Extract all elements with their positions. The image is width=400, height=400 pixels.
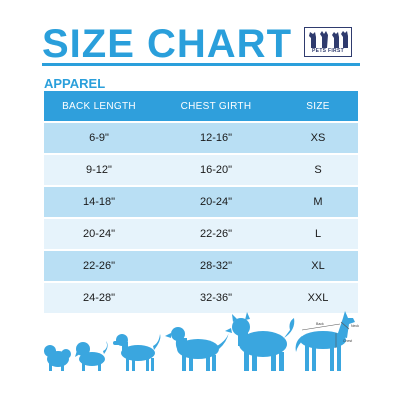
measurement-guides [301, 321, 350, 348]
table-row: 24-28" 32-36" XXL [44, 281, 358, 313]
tiny-dog-icon [44, 345, 71, 371]
chest-girth-cell: 20-24" [154, 185, 278, 218]
brand-name: PETS FIRST [312, 48, 344, 54]
dog-silhouettes-icon [309, 31, 348, 48]
size-cell: S [278, 153, 358, 186]
size-cell: XXL [278, 281, 358, 313]
back-length-cell: 22-26" [44, 249, 154, 282]
column-header-size: SIZE [278, 91, 358, 122]
medium-dog-icon [113, 334, 161, 371]
back-length-cell: 14-18" [44, 185, 154, 218]
column-header-back-length: BACK LENGTH [44, 91, 154, 122]
section-label: APPAREL [44, 76, 106, 91]
table-row: 20-24" 22-26" L [44, 217, 358, 250]
neck-measure-label: Neck [351, 324, 359, 328]
size-cell: XS [278, 121, 358, 154]
xxl-dog-icon [295, 311, 355, 371]
chest-measure-label: Chest [343, 339, 352, 343]
size-cell: XL [278, 249, 358, 282]
xl-dog-icon [225, 312, 295, 371]
back-length-cell: 20-24" [44, 217, 154, 250]
neck-measure-line [340, 321, 350, 330]
title-underline [42, 63, 360, 66]
page-title: SIZE CHART [42, 22, 292, 66]
table-row: 6-9" 12-16" XS [44, 121, 358, 154]
table-row: 22-26" 28-32" XL [44, 249, 358, 282]
table-row: 14-18" 20-24" M [44, 185, 358, 218]
size-cell: L [278, 217, 358, 250]
brand-logo: PETS FIRST [304, 27, 352, 57]
back-length-cell: 9-12" [44, 153, 154, 186]
size-cell: M [278, 185, 358, 218]
chest-girth-cell: 16-20" [154, 153, 278, 186]
small-dog-icon [75, 341, 108, 371]
dog-sizes-illustration: Back Neck Chest [44, 311, 359, 371]
chest-girth-cell: 12-16" [154, 121, 278, 154]
large-dog-icon [165, 327, 229, 371]
column-header-chest-girth: CHEST GIRTH [154, 91, 278, 122]
back-measure-label: Back [316, 322, 324, 326]
back-length-cell: 24-28" [44, 281, 154, 313]
chest-girth-cell: 32-36" [154, 281, 278, 313]
chest-girth-cell: 22-26" [154, 217, 278, 250]
size-chart-table: BACK LENGTH CHEST GIRTH SIZE 6-9" 12-16"… [44, 91, 358, 313]
table-row: 9-12" 16-20" S [44, 153, 358, 186]
table-header-row: BACK LENGTH CHEST GIRTH SIZE [44, 91, 358, 122]
chest-girth-cell: 28-32" [154, 249, 278, 282]
back-length-cell: 6-9" [44, 121, 154, 154]
back-measure-line [301, 323, 341, 331]
